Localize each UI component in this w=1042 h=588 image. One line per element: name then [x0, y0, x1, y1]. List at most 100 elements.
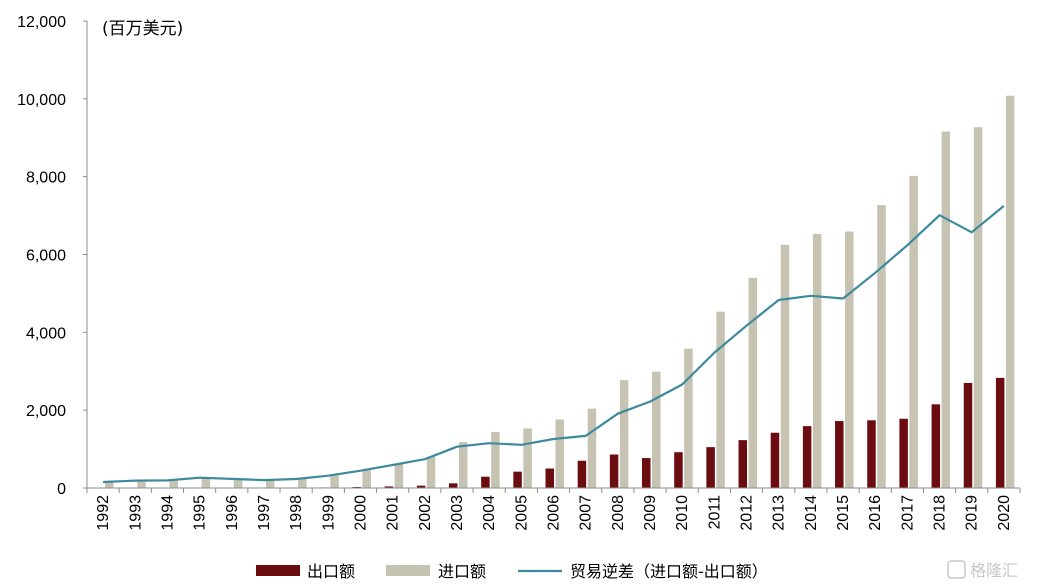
import-bar [716, 311, 725, 488]
import-bar [137, 480, 146, 488]
x-tick-label: 2013 [771, 495, 788, 531]
export-bar [963, 382, 973, 488]
watermark-logo-icon [947, 560, 966, 579]
x-tick-label: 2005 [513, 495, 530, 531]
x-tick-label: 2017 [899, 495, 916, 531]
y-axis: 0 2,000 4,000 6,000 8,000 10,000 12,000 [17, 14, 88, 498]
x-tick-label: 2015 [835, 495, 852, 531]
export-bar [384, 486, 394, 488]
x-tick-label: 2011 [706, 495, 723, 530]
unit-label: (百万美元) [102, 19, 183, 39]
legend-swatch-export [256, 565, 300, 576]
x-tick-label: 1995 [192, 495, 209, 531]
import-bar [652, 371, 661, 488]
import-bar [105, 481, 114, 488]
x-tick-label: 2018 [932, 495, 949, 531]
x-tick-label: 2016 [867, 495, 884, 531]
import-bar [458, 442, 468, 488]
x-tick-label: 2009 [642, 495, 659, 531]
export-bar [835, 421, 844, 488]
import-bar [748, 277, 758, 488]
import-bar [780, 244, 790, 488]
export-bar [513, 471, 522, 488]
x-axis: 1992 1993 1994 1995 1996 1997 1998 1999 2000 2001… [86, 487, 1021, 531]
watermark: 格隆汇 [947, 560, 1018, 580]
import-bar [298, 478, 307, 488]
export-bar [577, 460, 587, 488]
y-tick-label: 10,000 [17, 92, 66, 109]
y-tick-label: 8,000 [26, 170, 66, 187]
line-group [103, 205, 1005, 484]
x-tick-label: 2019 [964, 495, 981, 531]
x-tick-label: 1992 [95, 495, 112, 531]
legend-label-deficit: 贸易逆差（进口额-出口额） [570, 562, 768, 581]
import-bar [523, 428, 532, 488]
export-bar [802, 426, 812, 488]
legend-swatch-import [386, 565, 430, 576]
y-tick-label: 12,000 [17, 14, 66, 31]
export-bar [416, 485, 426, 488]
import-bar [330, 475, 339, 488]
export-bar [770, 432, 780, 488]
trade-deficit-line [103, 205, 1005, 484]
import-bar [1005, 95, 1015, 488]
import-bar [362, 469, 371, 488]
x-tick-label: 2008 [610, 495, 627, 531]
import-bar [201, 477, 211, 488]
export-bar [642, 458, 651, 488]
x-tick-label: 1994 [159, 495, 176, 531]
import-bar [812, 233, 822, 488]
import-bar [941, 131, 951, 489]
x-tick-label: 2010 [674, 495, 691, 531]
x-tick-label: 2007 [578, 495, 595, 531]
x-tick-label: 1999 [320, 495, 337, 531]
x-tick-label: 2004 [481, 495, 498, 531]
x-tick-label: 1993 [127, 495, 144, 531]
export-bar [706, 447, 715, 488]
export-bar [448, 483, 458, 488]
watermark-text: 格隆汇 [970, 561, 1018, 580]
y-tick-label: 0 [57, 481, 66, 498]
import-bar [845, 231, 854, 488]
y-tick-label: 6,000 [26, 248, 66, 265]
x-tick-label: 2006 [546, 495, 563, 531]
export-bar [738, 440, 748, 488]
x-tick-label: 1998 [288, 495, 305, 531]
export-bar [545, 468, 554, 488]
export-bar [995, 377, 1005, 488]
export-bar [931, 404, 941, 488]
x-tick-label: 2012 [739, 495, 756, 531]
legend-label-import: 进口额 [438, 562, 486, 581]
export-bar [481, 476, 490, 488]
import-bar [684, 348, 693, 488]
x-tick-label: 2014 [803, 495, 820, 531]
bars-group [95, 95, 1015, 489]
import-bar [394, 463, 404, 488]
x-tick-label: 2001 [385, 495, 402, 531]
x-tick-label: 1997 [256, 495, 273, 531]
import-bar [555, 419, 564, 488]
export-bar [899, 418, 908, 488]
import-bar [973, 127, 983, 489]
x-tick-label: 2003 [449, 495, 466, 531]
export-bar [867, 420, 876, 488]
x-tick-label: 2002 [417, 495, 434, 531]
import-bar [909, 175, 918, 488]
x-tick-label: 2020 [996, 495, 1013, 531]
import-bar [491, 431, 500, 488]
x-tick-label: 2000 [352, 495, 369, 531]
export-bar [674, 452, 683, 488]
import-bar [233, 478, 243, 488]
import-bar [426, 456, 436, 488]
legend: 出口额 进口额 贸易逆差（进口额-出口额） [256, 562, 768, 581]
import-bar [169, 480, 178, 488]
import-bar [587, 408, 597, 488]
x-tick-label: 1996 [224, 495, 241, 531]
export-bar [609, 454, 619, 488]
import-bar [265, 479, 275, 488]
import-bar [877, 205, 886, 488]
legend-label-export: 出口额 [307, 562, 355, 581]
import-bar [619, 380, 629, 488]
y-tick-label: 4,000 [26, 325, 66, 342]
